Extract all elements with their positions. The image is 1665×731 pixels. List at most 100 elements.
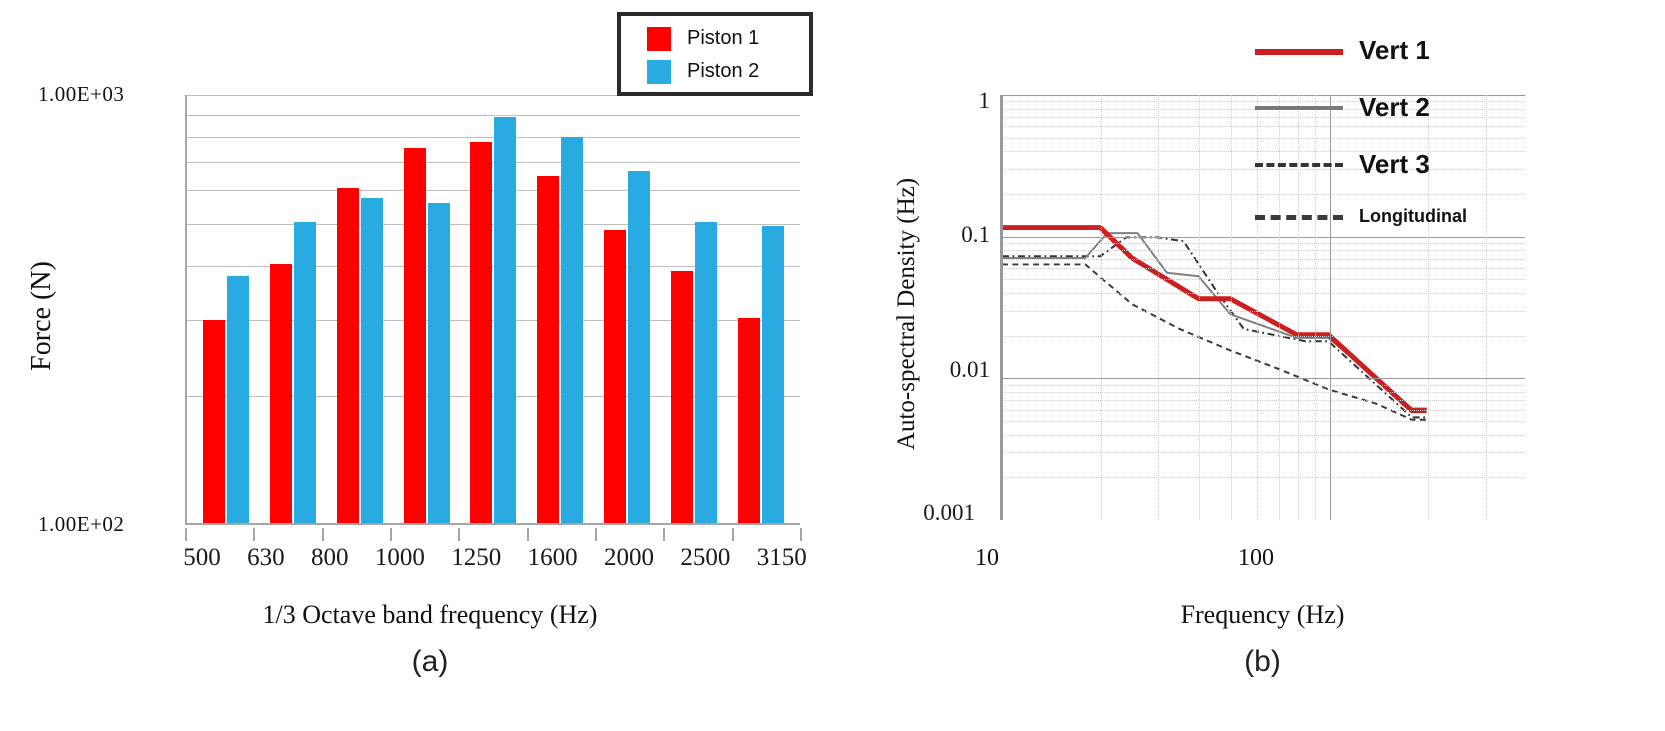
bar-group bbox=[670, 95, 717, 523]
x-tick bbox=[800, 528, 802, 541]
gridline-minor-v bbox=[1486, 95, 1488, 520]
gridline-minor bbox=[1002, 392, 1525, 394]
bar-group bbox=[336, 95, 383, 523]
legend-key-vert-3 bbox=[1255, 158, 1343, 172]
legend-label-vert-1: Vert 1 bbox=[1359, 35, 1430, 65]
x-tick-label: 3150 bbox=[756, 544, 807, 571]
bar-piston-2 bbox=[761, 226, 784, 523]
gridline-major bbox=[1002, 378, 1525, 380]
x-tick-label: 800 bbox=[310, 544, 349, 571]
x-tick bbox=[526, 528, 529, 541]
bar-group bbox=[603, 95, 650, 523]
gridline-minor-v bbox=[1231, 95, 1233, 520]
gridline bbox=[187, 161, 800, 163]
x-tick-label: 500 bbox=[183, 544, 221, 571]
legend-label-piston-1: Piston 1 bbox=[687, 27, 760, 49]
gridline-minor bbox=[1002, 243, 1525, 245]
x-axis-title-a: 1/3 Octave band frequency (Hz) bbox=[262, 600, 598, 629]
gridline bbox=[187, 266, 800, 268]
gridline-minor bbox=[1002, 268, 1525, 270]
gridline-minor bbox=[1002, 194, 1525, 196]
x-tick bbox=[253, 528, 256, 541]
gridline bbox=[187, 395, 800, 397]
legend-item-vert-2: Vert 2 bbox=[1255, 92, 1585, 123]
bar-piston-1 bbox=[470, 141, 493, 523]
gridline-minor bbox=[1002, 169, 1525, 171]
panel-a-bar-chart: 1.00E+03 1.00E+02 Force (N) 500 630 800 100… bbox=[26, 12, 820, 678]
x-tick bbox=[390, 528, 392, 541]
gridline-minor bbox=[1002, 293, 1525, 295]
bar-piston-1 bbox=[537, 176, 560, 523]
gridline-minor bbox=[1002, 335, 1525, 337]
gridlines-a bbox=[187, 95, 800, 523]
gridline-minor bbox=[1002, 126, 1525, 128]
gridline-minor bbox=[1002, 420, 1525, 422]
bar-piston-1 bbox=[737, 317, 760, 523]
gridline-minor bbox=[1002, 384, 1525, 386]
series-line-longitudinal bbox=[1002, 263, 1427, 421]
x-axis-tick-labels-a: 500 630 800 1000 1250 1600 2000 2500 3150 bbox=[170, 544, 820, 572]
gridline-minor-v bbox=[1199, 95, 1201, 520]
y-axis-tick-1: 1 bbox=[978, 88, 991, 113]
x-tick-label: 2500 bbox=[680, 544, 731, 571]
bar-piston-1 bbox=[603, 230, 626, 523]
x-axis-title-b: Frequency (Hz) bbox=[1180, 600, 1345, 629]
bar-piston-2 bbox=[360, 197, 383, 523]
legend-key-vert-1 bbox=[1255, 44, 1343, 58]
series-line-vert-3 bbox=[1002, 236, 1427, 419]
bar-group bbox=[537, 95, 584, 523]
x-tick-label: 2000 bbox=[603, 544, 654, 571]
x-axis-ticks-a bbox=[185, 528, 802, 542]
gridline-minor-v bbox=[1314, 95, 1316, 520]
legend-key-longitudinal bbox=[1255, 210, 1343, 224]
bar-group bbox=[470, 95, 517, 523]
panel-caption-b: (b) bbox=[1244, 645, 1281, 678]
gridline-minor bbox=[1002, 151, 1525, 153]
legend-label-vert-2: Vert 2 bbox=[1359, 92, 1430, 122]
bar-piston-2 bbox=[561, 137, 584, 523]
x-axis-tick-10: 10 bbox=[975, 545, 999, 571]
y-axis-tick-0_01: 0.01 bbox=[949, 357, 990, 382]
bar-piston-2 bbox=[627, 170, 650, 523]
legend-key-vert-2 bbox=[1255, 101, 1343, 115]
x-tick bbox=[595, 528, 597, 541]
gridline bbox=[187, 224, 800, 226]
legend-label-vert-3: Vert 3 bbox=[1359, 149, 1430, 179]
y-axis-title: Force (N) bbox=[26, 261, 57, 371]
gridline-minor bbox=[1002, 434, 1525, 436]
y-axis-tick-bottom: 1.00E+02 bbox=[38, 512, 125, 536]
bar-piston-2 bbox=[227, 276, 250, 523]
bar-piston-1 bbox=[203, 320, 226, 523]
gridline-minor bbox=[1002, 101, 1525, 103]
gridline-major bbox=[1002, 95, 1525, 96]
gridline bbox=[187, 319, 800, 321]
legend-item-longitudinal: Longitudinal bbox=[1255, 206, 1585, 227]
x-tick bbox=[663, 528, 666, 541]
bar-group bbox=[270, 95, 317, 523]
gridline bbox=[187, 136, 800, 138]
bar-group bbox=[403, 95, 450, 523]
gridline bbox=[187, 114, 800, 116]
y-axis-title-b: Auto-spectral Density (Hz) bbox=[893, 177, 920, 451]
x-tick bbox=[185, 528, 187, 541]
gridline-minor bbox=[1002, 409, 1525, 411]
bar-piston-2 bbox=[427, 202, 450, 523]
legend-item-vert-3: Vert 3 bbox=[1255, 149, 1585, 180]
gridline-minor-v bbox=[1297, 95, 1299, 520]
gridline-minor bbox=[1002, 279, 1525, 281]
gridline-minor-v bbox=[1158, 95, 1160, 520]
bar-piston-2 bbox=[494, 116, 517, 523]
bar-piston-1 bbox=[270, 264, 293, 523]
bar-piston-1 bbox=[403, 147, 426, 523]
gridline-minor-v bbox=[1100, 95, 1102, 520]
bar-piston-2 bbox=[294, 222, 317, 523]
x-tick-label: 1600 bbox=[527, 544, 578, 571]
panel-b-line-chart: Auto-spectral Density (Hz) 1 0.1 0.01 0.… bbox=[860, 0, 1665, 731]
legend-a: Piston 1 Piston 2 bbox=[617, 12, 813, 96]
bar-piston-1 bbox=[336, 188, 359, 523]
gridline-minor bbox=[1002, 400, 1525, 402]
legend-item-piston-1: Piston 1 bbox=[647, 22, 809, 55]
gridline-minor bbox=[1002, 137, 1525, 139]
bars-container-a bbox=[187, 95, 800, 523]
gridline bbox=[187, 95, 800, 96]
